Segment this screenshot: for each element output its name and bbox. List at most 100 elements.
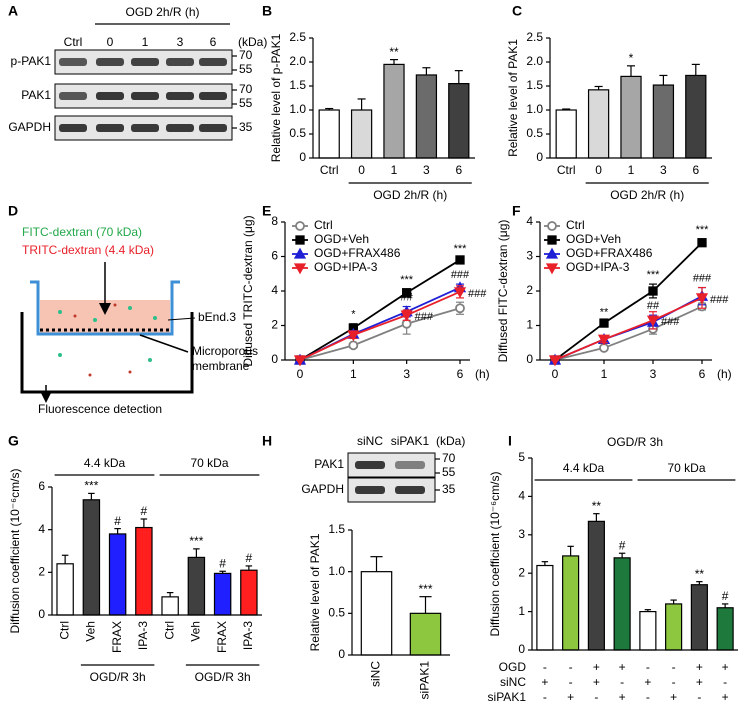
panel-letter: C [512,3,522,19]
panel-letter: G [8,433,19,449]
pointer [167,317,196,321]
cells-label: bEnd.3 [198,310,236,324]
group-label: 70 kDa [667,461,705,475]
significance: ### [661,316,680,328]
condition-value: - [569,675,573,689]
dot [153,316,157,320]
bar [639,610,657,651]
tracer-label: TRITC-dextran (4.4 kDa) [22,243,154,257]
x-tick-label: 6 [699,367,706,381]
y-tick-label: 2 [271,318,278,332]
band [199,58,227,66]
bar [318,109,340,159]
dot [73,314,77,318]
series-line [299,259,461,361]
x-tick-label: 0 [595,163,602,177]
marker [695,293,709,305]
y-tick-label: 4 [526,214,533,228]
condition-value: - [672,660,676,674]
y-tick-label: 2 [518,565,525,579]
x-tick-label: siPAK1 [418,661,432,700]
group-label: 4.4 kDa [84,456,126,470]
condition-value: + [696,675,703,689]
band [59,124,87,132]
dot [93,318,97,322]
lane-label: Ctrl [64,35,83,49]
bar [587,89,610,159]
condition-value: + [593,660,600,674]
band [96,92,124,100]
significance: *** [454,243,468,255]
y-tick-label: 1 [526,318,533,332]
condition-value: + [670,690,677,704]
dot [128,306,132,310]
x-tick-label: 6 [692,163,699,177]
legend-label: Ctrl [314,218,333,232]
membrane-label: Microporous [192,344,258,358]
band [59,92,87,100]
y-tick-label: 0 [536,150,543,164]
condition-value: - [697,690,701,704]
readout-label: Fluorescence detection [38,402,162,416]
series-line [299,307,461,361]
marker [545,247,559,259]
bar [555,109,577,159]
marker [402,288,412,298]
row-label: PAK1 [21,88,51,102]
y-tick-label: 0 [338,647,345,661]
diagram: D FITC-dextran (70 kDa) TRITC-dextran (4… [8,203,258,416]
marker [648,286,658,296]
bar [652,84,675,159]
chart-title: OGD/R 3h [607,435,663,449]
panel-letter: A [8,3,18,19]
bar [240,569,258,616]
significance: ## [647,300,660,312]
significance: *** [696,224,710,236]
x-tick-label: IPA-3 [241,621,255,650]
bar [415,74,438,159]
marker [295,221,305,231]
band [166,92,194,100]
y-axis-label: Diffusion coefficient (10⁻⁶cm/s) [8,469,22,634]
y-axis-label: Relative level of PAK1 [506,39,520,157]
dot [58,353,62,357]
lane-label: 1 [142,35,149,49]
band [395,486,425,494]
row-label: GAPDH [301,482,344,496]
x-tick-label: Veh [84,621,98,642]
marker-label: 35 [442,482,456,496]
significance: # [219,556,226,570]
marker [697,238,707,248]
y-axis-label: Diffused FITC-dextran (μg) [496,220,510,363]
marker [400,310,413,322]
y-tick-label: 0.5 [526,126,543,140]
x-axis-label: OGD 2h/R (h) [373,188,447,202]
panel-letter: B [262,3,272,19]
bar [448,82,470,159]
band [59,58,87,66]
x-tick-label: 6 [455,163,462,177]
marker-label: 55 [239,96,253,110]
y-tick-label: 6 [38,479,45,493]
panel-letter: E [262,203,271,219]
marker [547,235,557,245]
y-tick-label: 8 [271,214,278,228]
band [166,124,194,132]
y-tick-label: 4 [271,283,278,297]
significance: ### [468,288,487,300]
x-tick-label: 1 [628,163,635,177]
condition-value: + [696,660,703,674]
dot [113,303,117,307]
legend-label: OGD+IPA-3 [314,260,378,274]
marker [293,263,307,275]
x-tick-label: 1 [601,367,608,381]
group-label: 70 kDa [190,456,228,470]
y-tick-label: 0.5 [289,126,306,140]
series-line [554,242,703,361]
y-tick-label: 0 [271,352,278,366]
significance: *** [189,534,203,548]
marker-label: 70 [442,451,456,465]
well [20,312,194,394]
x-tick-label: 0 [297,367,304,381]
